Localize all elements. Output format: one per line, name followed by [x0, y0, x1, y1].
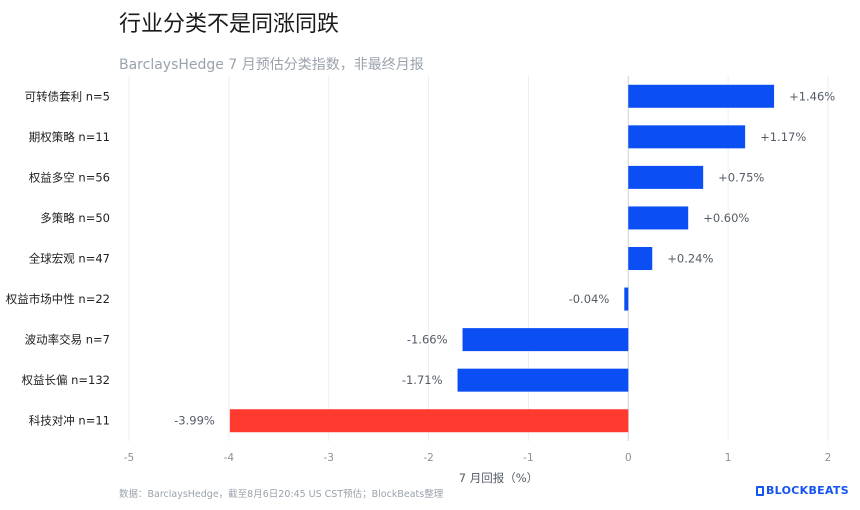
bar — [462, 328, 629, 352]
x-tick-label: 0 — [625, 452, 632, 464]
value-label: -3.99% — [174, 414, 215, 428]
x-tick-label: 2 — [825, 452, 832, 464]
bar — [628, 206, 689, 230]
value-label: +0.24% — [667, 252, 713, 266]
logo-text: BLOCKBEATS — [766, 484, 849, 497]
x-tick-label: -1 — [523, 452, 533, 464]
bar — [457, 368, 629, 392]
x-axis-title: 7 月回报（%） — [459, 471, 538, 485]
category-label: 科技对冲 n=11 — [29, 414, 110, 428]
category-label: 可转债套利 n=5 — [25, 89, 110, 103]
value-label: +1.17% — [760, 130, 806, 144]
bar — [628, 125, 746, 149]
category-label: 波动率交易 n=7 — [25, 333, 110, 347]
value-label: -1.71% — [402, 373, 443, 387]
category-label: 全球宏观 n=47 — [29, 252, 110, 266]
bar — [628, 247, 653, 270]
x-tick-label: -3 — [323, 452, 333, 464]
chart-title: 行业分类不是同涨同跌 — [119, 12, 340, 37]
category-label: 权益市场中性 n=22 — [6, 292, 110, 306]
x-tick-label: 1 — [725, 452, 732, 464]
value-label: +1.46% — [789, 89, 835, 103]
category-label: 期权策略 n=11 — [29, 130, 110, 144]
bar — [229, 409, 629, 433]
x-tick-label: -5 — [124, 452, 134, 464]
bar — [628, 165, 704, 189]
logo-mark-icon — [756, 485, 764, 496]
value-label: -1.66% — [407, 333, 448, 347]
value-label: +0.60% — [703, 211, 749, 225]
category-label: 权益多空 n=56 — [29, 170, 110, 184]
chart-subtitle: BarclaysHedge 7 月预估分类指数，非最终月报 — [119, 57, 424, 73]
x-tick-label: -2 — [423, 452, 433, 464]
source-note: 数据：BarclaysHedge，截至8月6日20:45 US CST预估；Bl… — [119, 489, 444, 500]
x-tick-label: -4 — [224, 452, 235, 464]
blockbeats-logo: BLOCKBEATS — [756, 484, 849, 497]
category-label: 权益长偏 n=132 — [21, 373, 110, 387]
value-label: +0.75% — [718, 170, 764, 184]
value-label: -0.04% — [569, 292, 610, 306]
category-label: 多策略 n=50 — [40, 211, 110, 225]
bar — [624, 287, 629, 311]
bar — [628, 84, 775, 108]
